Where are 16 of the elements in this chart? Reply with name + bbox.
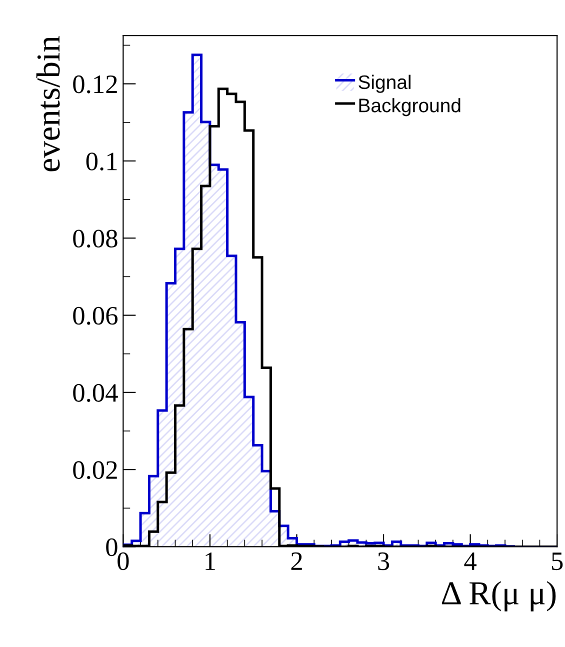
x-tick-label: 2 (291, 552, 302, 570)
legend-label: Background (359, 98, 460, 116)
y-tick-label: 0.1 (86, 152, 117, 170)
x-tick-label: 4 (464, 552, 476, 570)
y-tick-label: 0.02 (73, 461, 117, 480)
legend-label: Signal (358, 74, 410, 93)
y-tick-label: 0.08 (73, 230, 118, 248)
y-tick-label: 0.04 (73, 384, 118, 402)
x-axis-title: Δ R(μ μ) (442, 581, 556, 612)
y-tick-label: 0.06 (73, 306, 118, 325)
x-tick-label: 3 (378, 552, 390, 570)
y-tick-label: 0 (106, 538, 118, 556)
x-tick-label: 1 (206, 552, 215, 570)
y-tick-label: 0.12 (73, 75, 117, 94)
y-axis-title: events/bin (36, 36, 60, 172)
x-tick-label: 5 (552, 552, 563, 570)
